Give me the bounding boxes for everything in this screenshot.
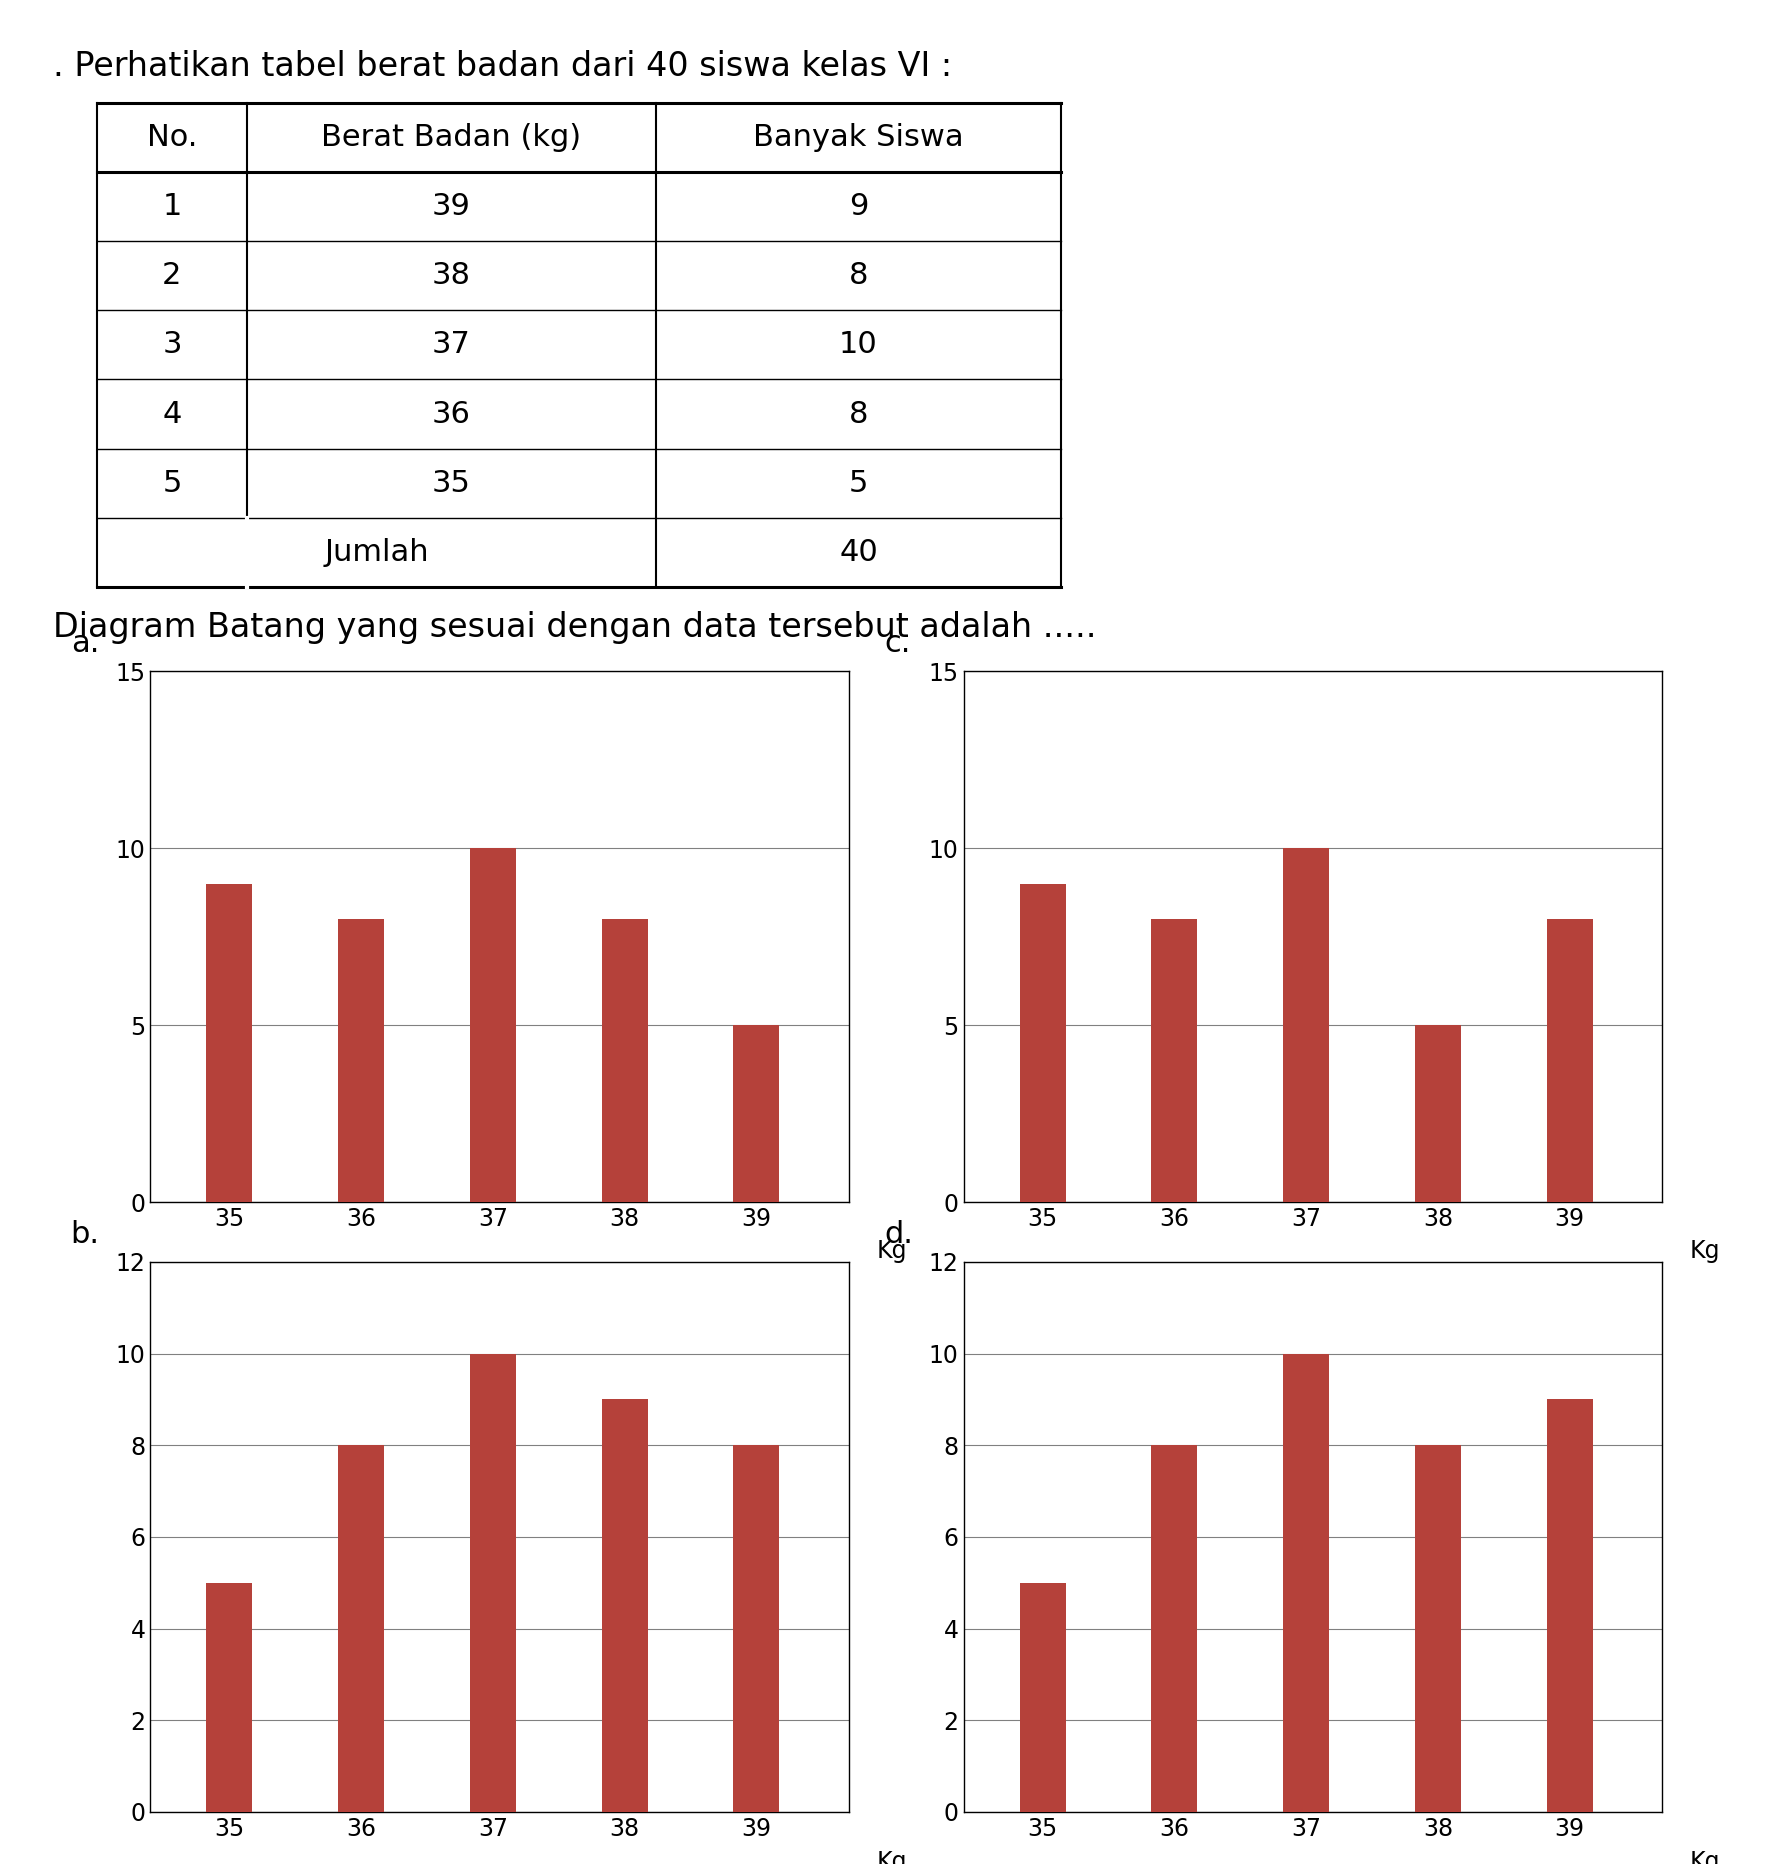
- Bar: [1284, 1353, 1330, 1812]
- Text: b.: b.: [71, 1219, 99, 1249]
- Bar: [601, 919, 647, 1202]
- Text: 9: 9: [849, 192, 868, 220]
- Text: 35: 35: [431, 470, 470, 498]
- Bar: [470, 848, 516, 1202]
- Bar: [1547, 1400, 1593, 1812]
- Text: Banyak Siswa: Banyak Siswa: [753, 123, 964, 151]
- Bar: [207, 884, 253, 1202]
- Text: 5: 5: [849, 470, 868, 498]
- Bar: [1547, 919, 1593, 1202]
- Text: c.: c.: [884, 628, 911, 658]
- Bar: [734, 1445, 780, 1812]
- Bar: [338, 1445, 384, 1812]
- Text: 4: 4: [163, 399, 182, 429]
- Text: Berat Badan (kg): Berat Badan (kg): [322, 123, 582, 151]
- Text: 39: 39: [431, 192, 470, 220]
- Text: 8: 8: [849, 399, 868, 429]
- Text: 40: 40: [840, 539, 879, 567]
- Bar: [1284, 848, 1330, 1202]
- Text: 38: 38: [431, 261, 470, 291]
- Bar: [1151, 919, 1197, 1202]
- Text: d.: d.: [884, 1219, 912, 1249]
- Text: No.: No.: [147, 123, 196, 151]
- Text: 10: 10: [840, 330, 879, 360]
- Text: 8: 8: [849, 261, 868, 291]
- Text: 36: 36: [431, 399, 470, 429]
- Text: 2: 2: [163, 261, 182, 291]
- Bar: [1414, 1445, 1460, 1812]
- Text: 1: 1: [163, 192, 182, 220]
- Text: . Perhatikan tabel berat badan dari 40 siswa kelas VI :: . Perhatikan tabel berat badan dari 40 s…: [53, 50, 953, 84]
- Bar: [601, 1400, 647, 1812]
- Text: Kg: Kg: [877, 1851, 907, 1864]
- Text: Diagram Batang yang sesuai dengan data tersebut adalah .....: Diagram Batang yang sesuai dengan data t…: [53, 611, 1096, 645]
- Bar: [338, 919, 384, 1202]
- Bar: [1020, 884, 1066, 1202]
- Bar: [734, 1025, 780, 1202]
- Text: a.: a.: [71, 628, 99, 658]
- Bar: [207, 1583, 253, 1812]
- Text: 3: 3: [163, 330, 182, 360]
- Text: 37: 37: [431, 330, 470, 360]
- Text: Jumlah: Jumlah: [324, 539, 430, 567]
- Text: Kg: Kg: [1690, 1851, 1720, 1864]
- Bar: [1414, 1025, 1460, 1202]
- Bar: [470, 1353, 516, 1812]
- Text: 5: 5: [163, 470, 182, 498]
- Text: Kg: Kg: [877, 1240, 907, 1264]
- Bar: [1151, 1445, 1197, 1812]
- Bar: [1020, 1583, 1066, 1812]
- Text: Kg: Kg: [1690, 1240, 1720, 1264]
